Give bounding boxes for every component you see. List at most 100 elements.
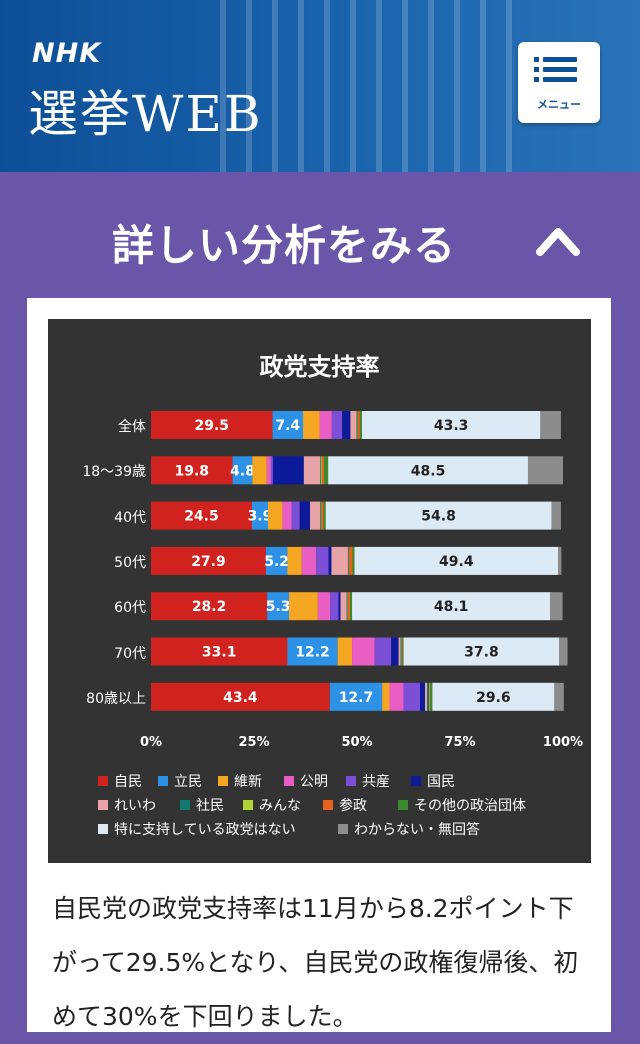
legend-label: 国民: [427, 774, 455, 790]
bar-segment: [430, 683, 431, 711]
chevron-up-icon[interactable]: [536, 224, 580, 256]
bar-segment: [330, 592, 338, 620]
legend-item: その他の政治団体: [398, 795, 526, 815]
bar-segment: [348, 547, 349, 575]
data-label: 37.8: [464, 645, 499, 661]
data-label: 27.9: [191, 554, 226, 570]
bar-segment: [322, 502, 324, 530]
bar-segment: [554, 683, 563, 711]
bar-segment: [528, 456, 563, 484]
bar-segment: [550, 592, 562, 620]
bar-segment: [358, 411, 360, 439]
legend-swatch: [218, 776, 228, 786]
category-label: 40代: [46, 507, 146, 527]
menu-button[interactable]: メニュー: [518, 42, 600, 123]
data-label: 24.5: [184, 509, 219, 525]
bar-segment: [304, 456, 320, 484]
legend-swatch: [323, 800, 333, 810]
bar-segment: [402, 638, 403, 666]
bar-segment: [310, 502, 320, 530]
data-label: 29.5: [194, 418, 229, 434]
legend-swatch: [180, 800, 190, 810]
bar-segment: [287, 547, 301, 575]
legend-item: 公明: [284, 771, 328, 791]
legend-item: わからない・無回答: [338, 819, 480, 839]
bar-segment: [267, 456, 271, 484]
bar-segment: [338, 638, 352, 666]
data-label: 4.8: [230, 463, 255, 479]
bar-segment: [322, 456, 324, 484]
bar-segment: [399, 638, 401, 666]
bar-segment: [321, 456, 322, 484]
bar-segment: [350, 411, 356, 439]
x-tick-label: 25%: [224, 735, 284, 750]
legend-swatch: [243, 800, 253, 810]
bar-segment: [403, 638, 404, 666]
bar-segment: [252, 456, 266, 484]
legend-label: 維新: [234, 774, 262, 790]
bar-segment: [320, 456, 321, 484]
bar-segment: [341, 592, 347, 620]
legend-item: 特に支持している政党はない: [98, 819, 296, 839]
site-header: NHK 選挙WEB メニュー: [0, 0, 640, 172]
legend-swatch: [98, 824, 108, 834]
header-background-image: [220, 0, 520, 172]
data-label: 29.6: [476, 690, 511, 706]
legend-swatch: [158, 776, 168, 786]
bar-segment: [324, 502, 326, 530]
bar-segment: [420, 683, 425, 711]
legend-label: わからない・無回答: [354, 822, 480, 838]
bar-segment: [350, 592, 352, 620]
bar-segment: [348, 592, 350, 620]
bar-segment: [347, 592, 348, 620]
bar-segment: [540, 411, 561, 439]
bar-segment: [316, 547, 328, 575]
bar-segment: [559, 638, 567, 666]
legend-label: 社民: [196, 798, 224, 814]
data-label: 19.8: [175, 463, 210, 479]
legend-swatch: [284, 776, 294, 786]
bar-segment: [551, 502, 560, 530]
bar-segment: [289, 592, 318, 620]
legend-label: 公明: [300, 774, 328, 790]
legend-swatch: [98, 800, 108, 810]
data-label: 5.2: [264, 554, 289, 570]
bar-segment: [268, 502, 282, 530]
legend-label: その他の政治団体: [414, 798, 526, 814]
bar-segment: [430, 683, 432, 711]
bar-segment: [332, 411, 342, 439]
category-label: 70代: [46, 643, 146, 663]
legend-swatch: [398, 800, 408, 810]
bar-segment: [390, 683, 404, 711]
bar-segment: [375, 638, 391, 666]
bar-segment: [401, 638, 402, 666]
data-label: 33.1: [202, 645, 237, 661]
x-tick-label: 100%: [533, 735, 593, 750]
bar-segment: [320, 502, 321, 530]
site-title[interactable]: 選挙WEB: [28, 74, 263, 146]
data-label: 43.3: [434, 418, 469, 434]
legend-label: 参政: [339, 798, 367, 814]
data-label: 7.4: [275, 418, 300, 434]
bar-segment: [318, 592, 330, 620]
legend-swatch: [338, 824, 348, 834]
bar-segment: [558, 547, 561, 575]
legend-item: れいわ: [98, 795, 156, 815]
bar-segment: [360, 411, 362, 439]
bar-segment: [320, 411, 332, 439]
data-label: 54.8: [421, 509, 456, 525]
legend-item: 社民: [180, 795, 224, 815]
category-label: 18〜39歳: [46, 461, 146, 481]
analysis-panel-title: 詳しい分析をみる: [112, 212, 456, 273]
legend-label: 特に支持している政党はない: [114, 822, 296, 838]
bar-segment: [329, 547, 332, 575]
bar-segment: [338, 592, 340, 620]
legend-label: れいわ: [114, 798, 156, 814]
legend-item: 自民: [98, 771, 142, 791]
nhk-logo[interactable]: NHK: [32, 38, 101, 69]
bar-segment: [404, 683, 420, 711]
legend-swatch: [346, 776, 356, 786]
category-label: 50代: [46, 552, 146, 572]
legend-label: みんな: [259, 798, 301, 814]
